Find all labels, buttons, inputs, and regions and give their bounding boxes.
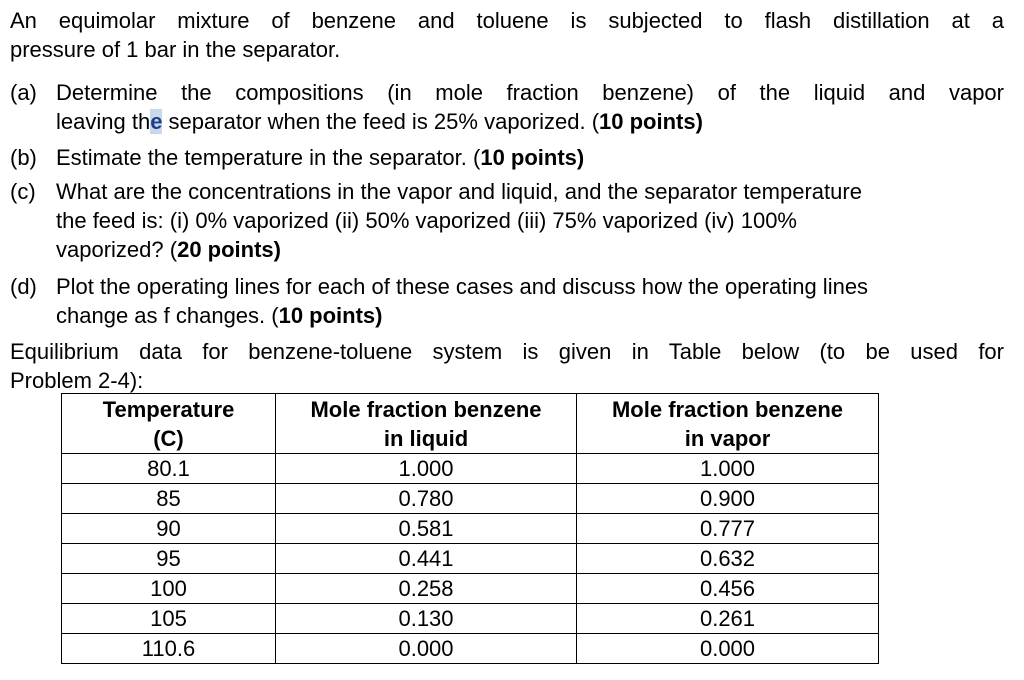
equilibrium-line-2: Problem 2-4): [10,368,144,393]
table-row: 85 0.780 0.900 [61,483,879,514]
question-c-line-2: the feed is: (i) 0% vaporized (ii) 50% v… [56,208,797,233]
question-c-points: 20 points [177,237,274,262]
table-row: 95 0.441 0.632 [61,543,879,574]
question-label: (c) [10,179,36,204]
cell-temperature: 80.1 [61,453,276,484]
question-a-text-prefix: leaving th [56,109,151,134]
question-b-text: Estimate the temperature in the separato… [56,145,481,170]
cell-liquid: 0.780 [275,483,577,514]
cell-vapor: 0.261 [576,603,879,634]
cell-liquid: 0.258 [275,573,577,604]
header-temperature-line-1: Temperature [102,397,235,422]
question-a-points: 10 points [599,109,696,134]
question-c-text: vaporized? ( [56,237,178,262]
question-label: (d) [10,274,37,299]
cell-temperature: 110.6 [61,633,276,664]
equilibrium-table: Temperature (C) Mole fraction benzene in… [61,393,879,664]
question-label: (a) [10,80,37,105]
problem-intro: An equimolar mixture of benzene and tolu… [10,6,1004,64]
header-temperature-line-2: (C) [153,426,184,451]
question-b: (b) Estimate the temperature in the sepa… [10,143,1004,172]
cell-temperature: 105 [61,603,276,634]
cell-liquid: 0.581 [275,513,577,544]
header-temperature: Temperature (C) [61,393,276,454]
table-row: 110.6 0.000 0.000 [61,633,879,664]
table-header-row: Temperature (C) Mole fraction benzene in… [61,393,879,454]
question-c-line-3: vaporized? (20 points) [56,235,1004,264]
cell-vapor: 0.900 [576,483,879,514]
cell-liquid: 0.441 [275,543,577,574]
header-vapor-line-1: Mole fraction benzene [611,397,844,422]
question-label: (b) [10,145,37,170]
question-c-close: ) [273,237,281,262]
header-vapor: Mole fraction benzene in vapor [576,393,879,454]
header-liquid-line-2: in liquid [383,426,469,451]
cell-liquid: 1.000 [275,453,577,484]
question-d-text: change as f changes. ( [56,303,279,328]
cell-vapor: 0.000 [576,633,879,664]
question-d-line-1: Plot the operating lines for each of the… [56,274,869,299]
header-liquid-line-1: Mole fraction benzene [310,397,542,422]
question-a-text-suffix: separator when the feed is 25% vaporized… [162,109,600,134]
table-row: 100 0.258 0.456 [61,573,879,604]
cell-vapor: 1.000 [576,453,879,484]
cell-vapor: 0.632 [576,543,879,574]
question-b-close: ) [576,145,585,170]
cell-temperature: 85 [61,483,276,514]
question-a-close: ) [695,109,703,134]
table-row: 105 0.130 0.261 [61,603,879,634]
cell-vapor: 0.777 [576,513,879,544]
header-liquid: Mole fraction benzene in liquid [275,393,577,454]
cell-temperature: 90 [61,513,276,544]
question-a: (a) Determine the compositions (in mole … [10,78,1004,136]
cell-temperature: 95 [61,543,276,574]
question-a-line-1: Determine the compositions (in mole frac… [56,80,1004,105]
question-d: (d) Plot the operating lines for each of… [10,272,1004,330]
question-b-points: 10 points [480,145,577,170]
intro-line-2: pressure of 1 bar in the separator. [10,37,341,62]
question-d-line-2: change as f changes. (10 points) [56,301,1004,330]
question-a-line-2: leaving the separator when the feed is 2… [56,107,1004,136]
intro-line-1: An equimolar mixture of benzene and tolu… [10,8,1004,33]
text-cursor-highlight: e [150,109,163,134]
question-d-close: ) [375,303,383,328]
equilibrium-intro: Equilibrium data for benzene-toluene sys… [10,337,1004,395]
question-d-points: 10 points [278,303,376,328]
cell-liquid: 0.000 [275,633,577,664]
table-row: 90 0.581 0.777 [61,513,879,544]
cell-vapor: 0.456 [576,573,879,604]
cell-liquid: 0.130 [275,603,577,634]
table-row: 80.1 1.000 1.000 [61,453,879,484]
header-vapor-line-2: in vapor [684,426,771,451]
question-b-line-1: Estimate the temperature in the separato… [56,143,1004,172]
cell-temperature: 100 [61,573,276,604]
question-c-line-1: What are the concentrations in the vapor… [56,179,862,204]
equilibrium-line-1: Equilibrium data for benzene-toluene sys… [10,339,1004,364]
question-c: (c) What are the concentrations in the v… [10,177,1004,264]
